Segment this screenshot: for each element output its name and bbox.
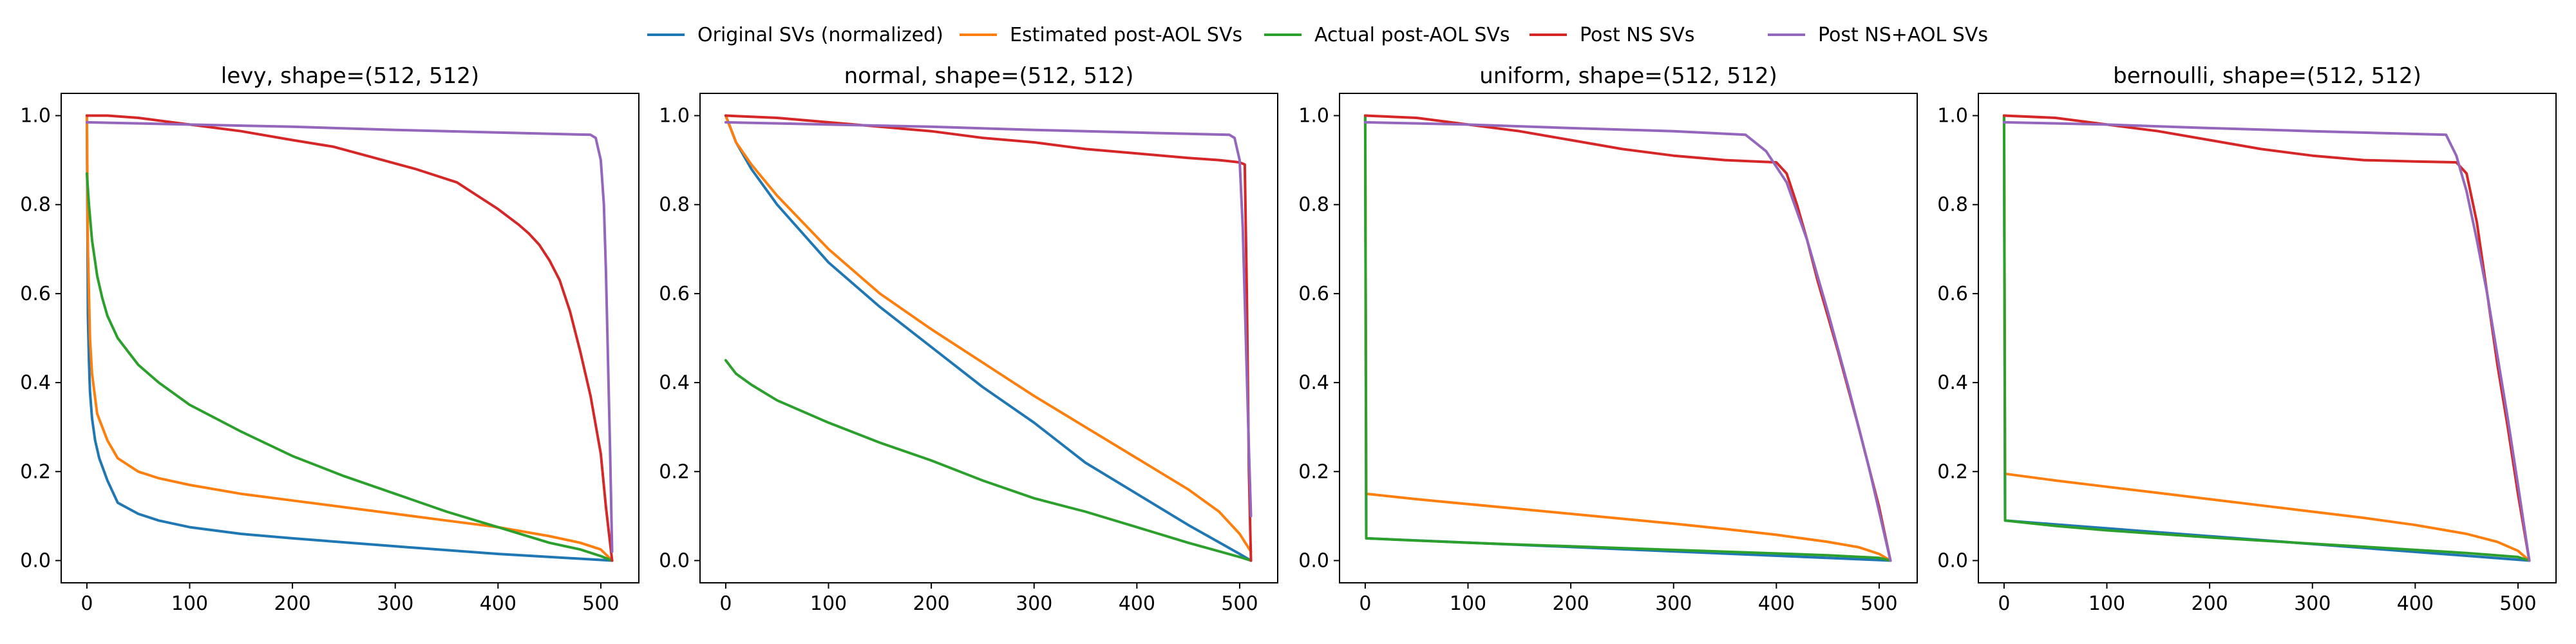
series-line xyxy=(724,120,1253,518)
y-tick-label: 0.2 xyxy=(1298,460,1329,483)
legend-entry: Estimated post-AOL SVs xyxy=(960,24,1242,46)
legend-entry: Original SVs (normalized) xyxy=(647,24,943,46)
y-tick-label: 0.2 xyxy=(1937,460,1968,483)
x-tick-label: 300 xyxy=(2294,592,2331,615)
subplot-title: bernoulli, shape=(512, 512) xyxy=(2113,63,2421,89)
subplot-title: uniform, shape=(512, 512) xyxy=(1479,63,1777,89)
series-line xyxy=(1363,114,1892,562)
y-tick-label: 0.0 xyxy=(20,549,51,572)
y-tick-label: 0.4 xyxy=(1937,372,1968,394)
series-line xyxy=(2002,114,2531,562)
y-tick-label: 0.4 xyxy=(20,372,51,394)
x-tick-label: 400 xyxy=(480,592,516,615)
series-line xyxy=(85,172,614,562)
y-tick-label: 0.0 xyxy=(1298,549,1329,572)
y-tick-label: 0.6 xyxy=(1298,283,1329,305)
subplot: normal, shape=(512, 512) 0 100 200 300 400 500… xyxy=(659,63,1278,615)
y-tick-label: 0.8 xyxy=(1298,194,1329,216)
x-tick-label: 100 xyxy=(171,592,208,615)
x-tick-label: 100 xyxy=(1450,592,1486,615)
series-line xyxy=(2002,114,2531,562)
subplot: levy, shape=(512, 512) 0 100 200 300 400 500 0.… xyxy=(20,63,639,615)
x-tick-label: 400 xyxy=(2397,592,2434,615)
x-tick-label: 0 xyxy=(1998,592,2010,615)
axes-frame xyxy=(61,93,639,583)
legend-entry: Post NS SVs xyxy=(1530,24,1695,46)
series-line xyxy=(85,114,614,562)
y-tick-label: 1.0 xyxy=(659,105,690,128)
x-tick-label: 400 xyxy=(1758,592,1795,615)
y-tick-label: 1.0 xyxy=(1298,105,1329,128)
series-line xyxy=(1363,114,1892,562)
y-tick-label: 0.8 xyxy=(659,194,690,216)
x-tick-label: 0 xyxy=(1359,592,1371,615)
x-tick-label: 200 xyxy=(274,592,310,615)
x-tick-label: 500 xyxy=(2499,592,2536,615)
x-tick-label: 100 xyxy=(2088,592,2125,615)
series-line xyxy=(2002,120,2531,562)
legend: Original SVs (normalized) Estimated post-… xyxy=(647,24,1988,46)
legend-entry: Post NS+AOL SVs xyxy=(1768,24,1988,46)
x-tick-label: 0 xyxy=(80,592,93,615)
series-line xyxy=(85,114,614,562)
series-group xyxy=(2002,114,2531,562)
series-line xyxy=(1363,114,1892,562)
series-line xyxy=(1363,114,1892,562)
x-tick-label: 400 xyxy=(1119,592,1155,615)
series-line xyxy=(1363,120,1892,562)
x-tick-label: 500 xyxy=(1861,592,1897,615)
x-tick-label: 200 xyxy=(913,592,949,615)
x-tick-label: 300 xyxy=(1016,592,1052,615)
series-group xyxy=(724,114,1253,562)
legend-entry: Actual post-AOL SVs xyxy=(1264,24,1510,46)
y-tick-label: 0.8 xyxy=(20,194,51,216)
x-tick-label: 300 xyxy=(1655,592,1692,615)
legend-label: Original SVs (normalized) xyxy=(697,24,943,46)
axes-frame xyxy=(1339,93,1918,583)
legend-label: Estimated post-AOL SVs xyxy=(1010,24,1242,46)
series-line xyxy=(85,114,614,562)
x-tick-label: 500 xyxy=(1221,592,1258,615)
y-tick-label: 0.4 xyxy=(1298,372,1329,394)
x-tick-label: 500 xyxy=(582,592,619,615)
y-tick-label: 0.6 xyxy=(659,283,690,305)
subplot: uniform, shape=(512, 512) 0 100 200 300 400 50… xyxy=(1298,63,1918,615)
series-line xyxy=(724,114,1253,562)
subplots: levy, shape=(512, 512) 0 100 200 300 400 500 0.… xyxy=(20,63,2557,615)
y-tick-label: 0.2 xyxy=(659,460,690,483)
y-tick-label: 0.6 xyxy=(20,283,51,305)
legend-label: Actual post-AOL SVs xyxy=(1314,24,1510,46)
axes-frame xyxy=(699,93,1278,583)
series-line xyxy=(724,359,1253,562)
y-tick-label: 0.2 xyxy=(20,460,51,483)
series-line xyxy=(724,114,1253,553)
x-tick-label: 300 xyxy=(377,592,413,615)
series-line xyxy=(2002,114,2531,562)
y-tick-label: 0.0 xyxy=(659,549,690,572)
y-tick-label: 1.0 xyxy=(1937,105,1968,128)
x-tick-label: 100 xyxy=(810,592,847,615)
series-line xyxy=(2002,114,2531,562)
y-tick-label: 0.4 xyxy=(659,372,690,394)
subplot-title: levy, shape=(512, 512) xyxy=(221,63,479,89)
y-tick-label: 1.0 xyxy=(20,105,51,128)
legend-label: Post NS+AOL SVs xyxy=(1818,24,1988,46)
x-tick-label: 200 xyxy=(2191,592,2228,615)
y-tick-label: 0.6 xyxy=(1937,283,1968,305)
y-tick-label: 0.0 xyxy=(1937,549,1968,572)
x-tick-label: 200 xyxy=(1552,592,1589,615)
x-tick-label: 0 xyxy=(719,592,732,615)
series-line xyxy=(85,120,614,553)
axes-frame xyxy=(1978,93,2557,583)
series-group xyxy=(85,114,614,562)
subplot: bernoulli, shape=(512, 512) 0 100 200 300 400… xyxy=(1937,63,2557,615)
subplot-title: normal, shape=(512, 512) xyxy=(844,63,1134,89)
y-tick-label: 0.8 xyxy=(1937,194,1968,216)
series-group xyxy=(1363,114,1892,562)
legend-label: Post NS SVs xyxy=(1580,24,1695,46)
series-line xyxy=(724,114,1253,562)
